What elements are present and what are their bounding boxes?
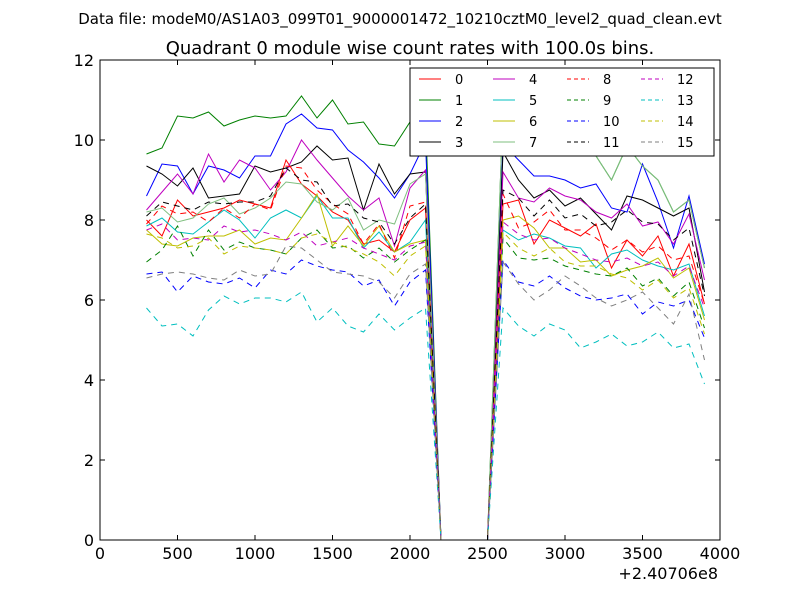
- series-line-7: [146, 106, 705, 541]
- suptitle: Data file: modeM0/AS1A03_099T01_90000014…: [78, 10, 722, 29]
- x-tick-label: 4000: [700, 544, 741, 563]
- legend-label-15: 15: [677, 136, 694, 151]
- series-layer: [146, 95, 705, 541]
- y-tick-label: 8: [84, 211, 94, 230]
- legend-label-0: 0: [455, 73, 463, 88]
- x-tick-label: 2500: [467, 544, 508, 563]
- x-tick-label: 500: [162, 544, 193, 563]
- y-tick-label: 6: [84, 291, 94, 310]
- series-line-8: [146, 165, 705, 541]
- legend-label-2: 2: [455, 115, 463, 130]
- legend-label-6: 6: [529, 115, 537, 130]
- series-line-5: [146, 195, 705, 541]
- legend-label-10: 10: [603, 115, 620, 130]
- legend-label-9: 9: [603, 94, 611, 109]
- series-line-15: [146, 245, 705, 541]
- legend-label-5: 5: [529, 94, 537, 109]
- series-line-10: [146, 258, 705, 541]
- y-tick-label: 2: [84, 451, 94, 470]
- legend-label-11: 11: [603, 136, 620, 151]
- y-tick-label: 4: [84, 371, 94, 390]
- legend-box: [409, 67, 715, 157]
- chart-title: Quadrant 0 module wise count rates with …: [166, 38, 655, 59]
- y-tick-label: 0: [84, 531, 94, 550]
- legend-label-3: 3: [455, 136, 463, 151]
- x-tick-label: 0: [95, 544, 105, 563]
- y-tick-label: 10: [74, 131, 94, 150]
- x-tick-label: 3500: [622, 544, 663, 563]
- series-line-14: [146, 230, 705, 541]
- x-tick-label: 3000: [545, 544, 586, 563]
- legend-label-12: 12: [677, 73, 694, 88]
- legend-label-8: 8: [603, 73, 611, 88]
- legend-label-14: 14: [677, 115, 694, 130]
- x-tick-label: 1000: [235, 544, 276, 563]
- series-line-11: [146, 167, 705, 541]
- legend-label-1: 1: [455, 94, 463, 109]
- x-tick-label: 2000: [390, 544, 431, 563]
- y-tick-label: 12: [74, 51, 94, 70]
- series-line-4: [146, 139, 705, 541]
- legend-label-7: 7: [529, 136, 537, 151]
- legend-label-4: 4: [529, 73, 537, 88]
- x-offset-label: +2.40706e8: [618, 564, 718, 583]
- series-line-9: [146, 225, 705, 541]
- legend-label-13: 13: [677, 94, 694, 109]
- ticks-layer: 0 500 1000 1500 2000 2500 3000 3500 400002468101…: [74, 51, 741, 563]
- x-tick-label: 1500: [312, 544, 353, 563]
